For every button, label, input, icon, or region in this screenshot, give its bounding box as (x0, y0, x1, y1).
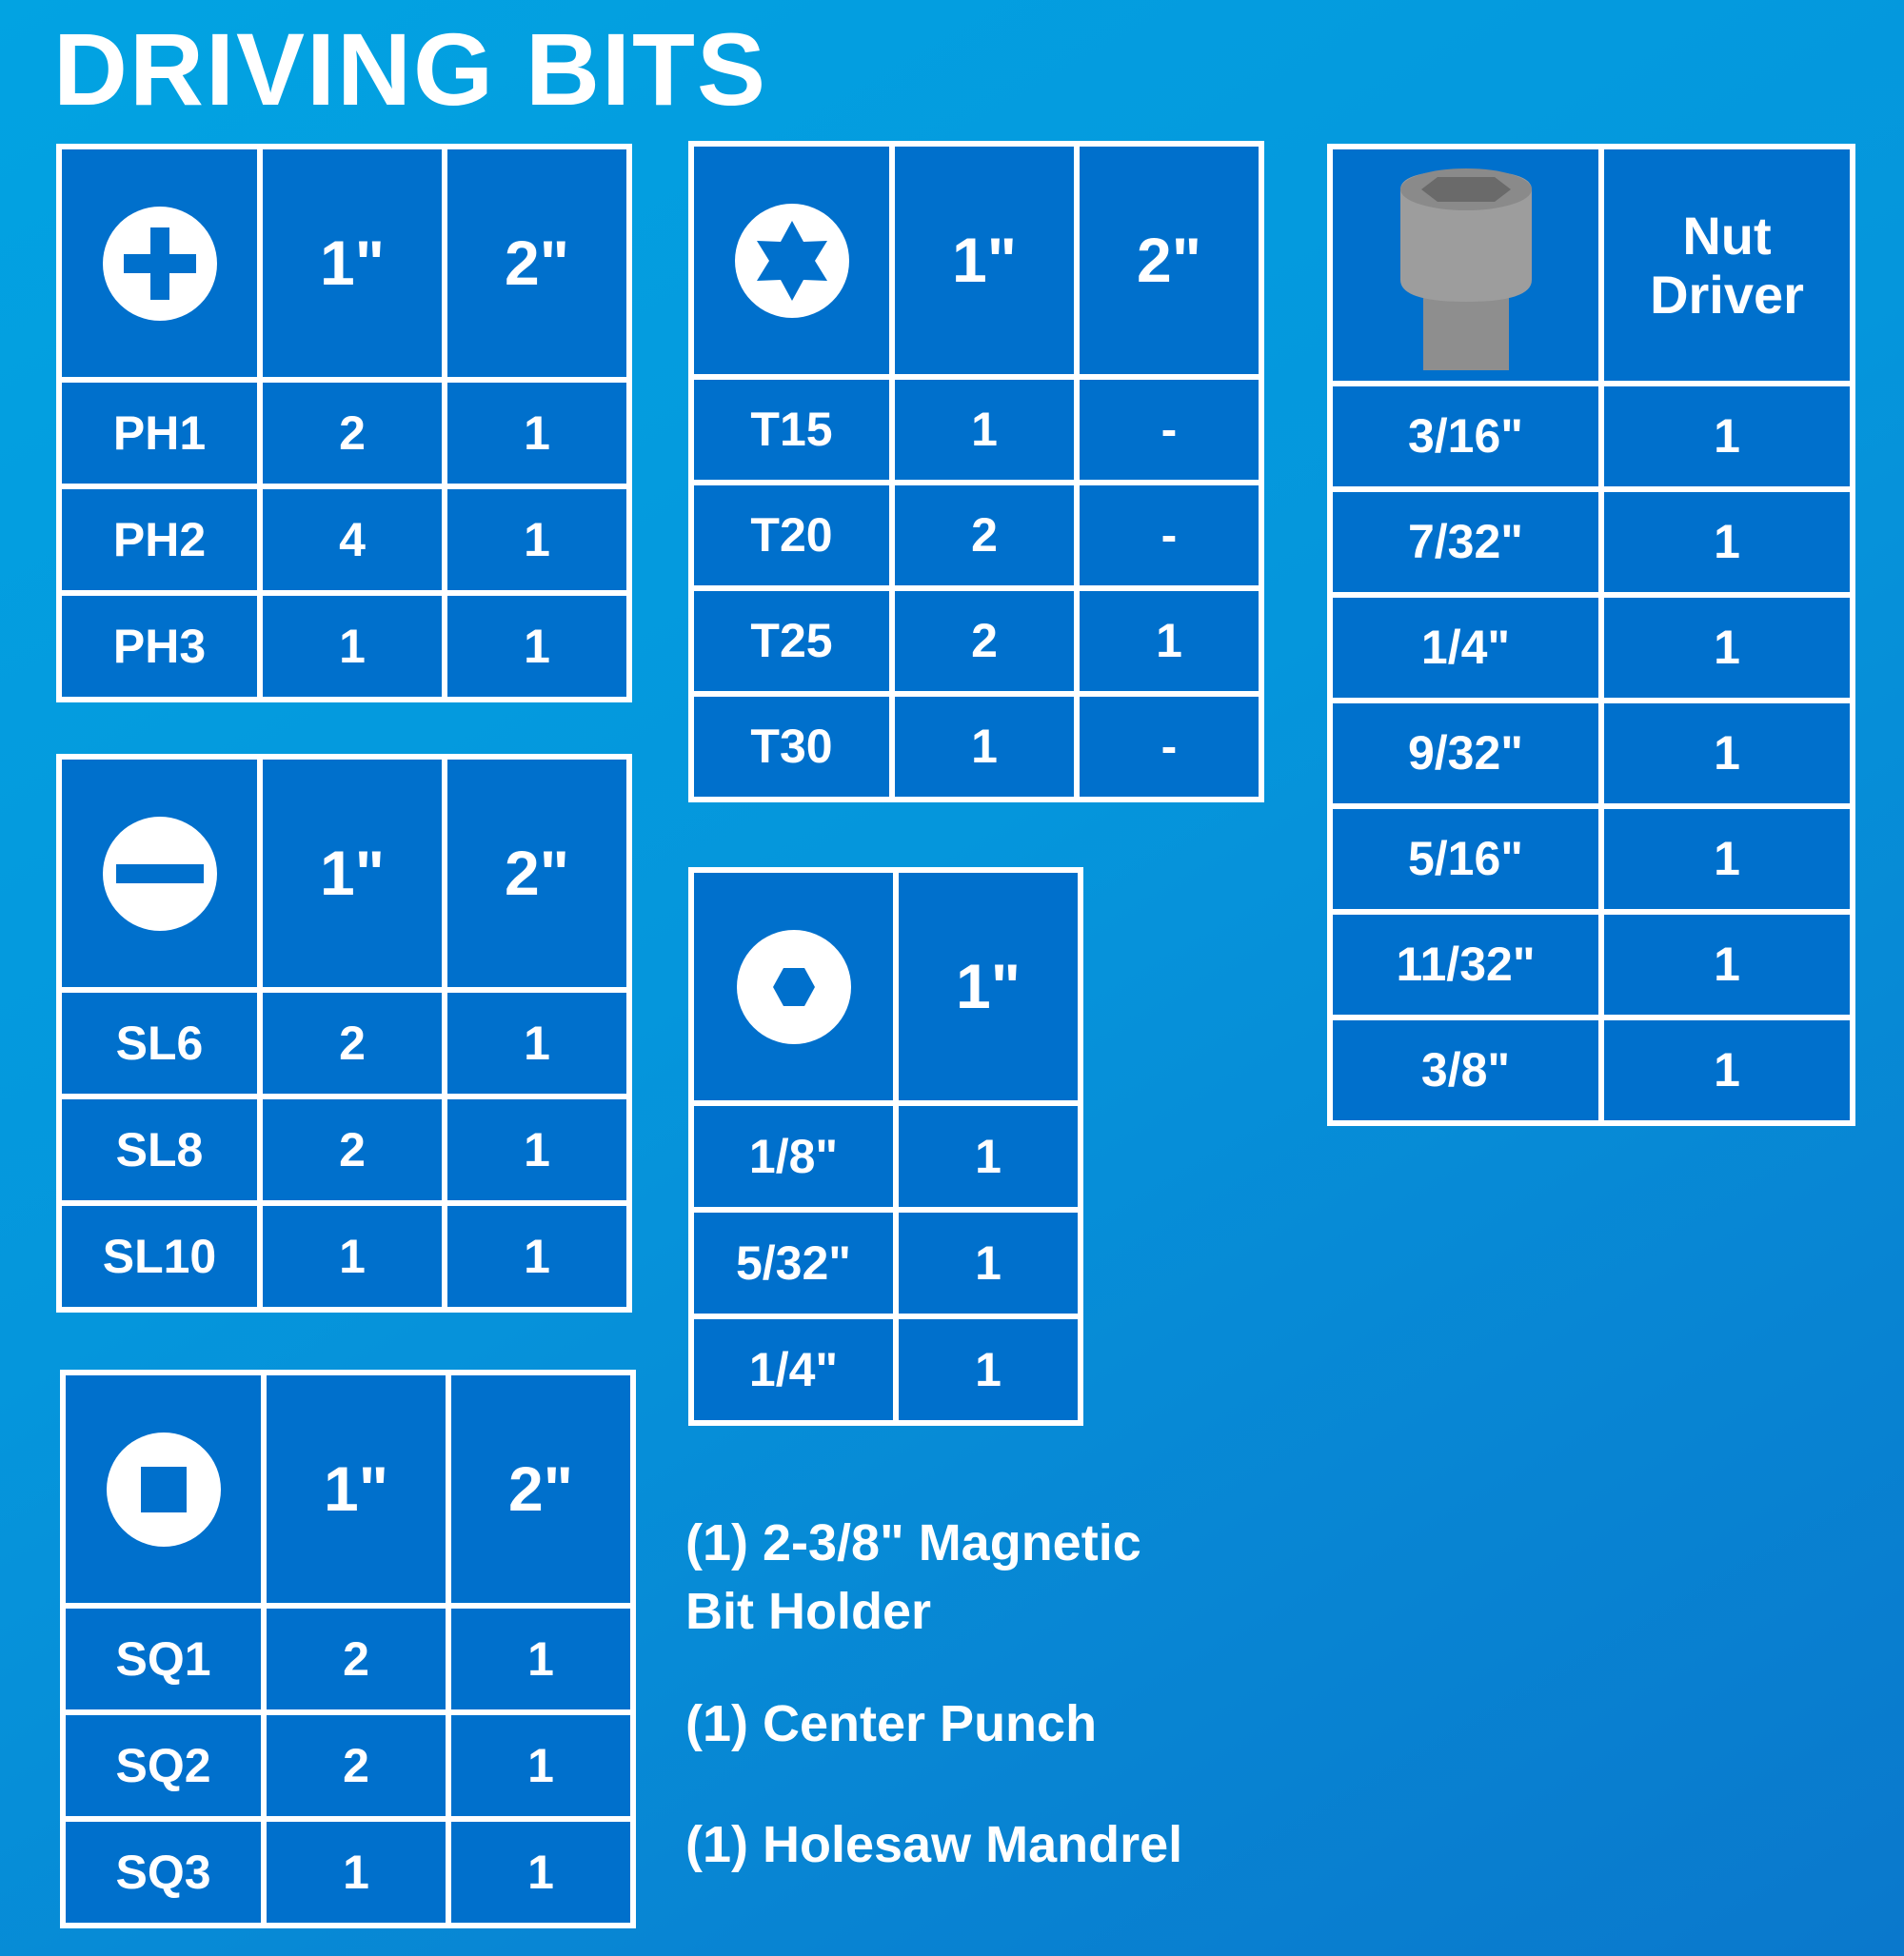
size-label: PH1 (62, 383, 257, 484)
quantity-cell: 1 (1604, 915, 1850, 1015)
phillips-icon (62, 149, 257, 377)
quantity-cell: 1 (899, 1319, 1078, 1420)
size-label: 1/4" (694, 1319, 893, 1420)
column-header: 2" (447, 149, 626, 377)
size-label: 9/32" (1333, 703, 1598, 803)
size-label: SQ2 (66, 1715, 261, 1816)
size-label: 3/8" (1333, 1020, 1598, 1120)
size-label: 5/16" (1333, 809, 1598, 909)
size-label: T30 (694, 697, 889, 797)
quantity-cell: - (1080, 380, 1259, 480)
size-label: T25 (694, 591, 889, 691)
quantity-cell: 2 (895, 485, 1074, 585)
hex-icon (694, 873, 893, 1100)
socket-icon (1333, 149, 1598, 381)
column-header: 1" (267, 1375, 446, 1603)
size-label: SQ1 (66, 1609, 261, 1709)
size-label: 7/32" (1333, 492, 1598, 592)
quantity-cell: 1 (263, 596, 442, 697)
quantity-cell: 4 (263, 489, 442, 590)
column-header: 1" (263, 149, 442, 377)
size-label: T20 (694, 485, 889, 585)
torx-icon (694, 147, 889, 374)
square-table: 1" 2" SQ1 2 1 SQ2 2 1 SQ3 1 1 (60, 1370, 636, 1928)
size-label: 1/8" (694, 1106, 893, 1207)
note-holesaw-mandrel: (1) Holesaw Mandrel (685, 1816, 1183, 1873)
quantity-cell: 1 (895, 380, 1074, 480)
note-center-punch: (1) Center Punch (685, 1695, 1098, 1752)
quantity-cell: 2 (267, 1715, 446, 1816)
column-header: 1" (263, 760, 442, 987)
quantity-cell: 1 (899, 1106, 1078, 1207)
column-header: 2" (451, 1375, 630, 1603)
quantity-cell: 1 (1604, 809, 1850, 909)
quantity-cell: 2 (263, 1099, 442, 1200)
quantity-cell: 2 (895, 591, 1074, 691)
torx-table: 1" 2" T15 1- T20 2- T25 2 1 T30 1- (688, 141, 1264, 802)
slotted-icon (62, 760, 257, 987)
quantity-cell: 1 (447, 993, 626, 1094)
quantity-cell: 1 (447, 1099, 626, 1200)
quantity-cell: 1 (447, 1206, 626, 1307)
size-label: SL8 (62, 1099, 257, 1200)
quantity-cell: 1 (1604, 598, 1850, 698)
quantity-cell: 2 (267, 1609, 446, 1709)
quantity-cell: 2 (263, 383, 442, 484)
size-label: 3/16" (1333, 386, 1598, 486)
nut-driver-table: Nut Driver 3/16" 1 7/32" 1 1/4" 1 9/32" 1 5/16" 1 1… (1327, 144, 1855, 1126)
quantity-cell: 1 (1604, 492, 1850, 592)
hex-table: 1" 1/8" 1 5/32" 1 1/4" 1 (688, 867, 1083, 1426)
size-label: T15 (694, 380, 889, 480)
size-label: 11/32" (1333, 915, 1598, 1015)
quantity-cell: 1 (267, 1822, 446, 1923)
quantity-cell: 1 (1604, 703, 1850, 803)
page-title: DRIVING BITS (53, 11, 768, 127)
quantity-cell: 2 (263, 993, 442, 1094)
slotted-table: 1" 2" SL6 2 1 SL8 2 1 SL10 1 1 (56, 754, 632, 1313)
column-header: 1" (895, 147, 1074, 374)
size-label: SL10 (62, 1206, 257, 1307)
column-header: Nut Driver (1604, 149, 1850, 381)
quantity-cell: 1 (451, 1715, 630, 1816)
quantity-cell: 1 (1604, 1020, 1850, 1120)
quantity-cell: 1 (1604, 386, 1850, 486)
size-label: 5/32" (694, 1213, 893, 1314)
phillips-table: 1" 2" PH1 2 1 PH2 4 1 PH3 1 1 (56, 144, 632, 702)
column-header: 2" (1080, 147, 1259, 374)
quantity-cell: 1 (451, 1822, 630, 1923)
square-icon (66, 1375, 261, 1603)
quantity-cell: 1 (895, 697, 1074, 797)
column-header: 2" (447, 760, 626, 987)
note-bit-holder-line1: (1) 2-3/8" Magnetic (685, 1514, 1141, 1571)
quantity-cell: 1 (899, 1213, 1078, 1314)
quantity-cell: 1 (447, 383, 626, 484)
size-label: SQ3 (66, 1822, 261, 1923)
size-label: SL6 (62, 993, 257, 1094)
quantity-cell: 1 (447, 596, 626, 697)
quantity-cell: 1 (1080, 591, 1259, 691)
quantity-cell: 1 (451, 1609, 630, 1709)
column-header: 1" (899, 873, 1078, 1100)
size-label: PH2 (62, 489, 257, 590)
quantity-cell: 1 (447, 489, 626, 590)
size-label: PH3 (62, 596, 257, 697)
quantity-cell: 1 (263, 1206, 442, 1307)
note-bit-holder-line2: Bit Holder (685, 1583, 932, 1640)
quantity-cell: - (1080, 485, 1259, 585)
quantity-cell: - (1080, 697, 1259, 797)
size-label: 1/4" (1333, 598, 1598, 698)
